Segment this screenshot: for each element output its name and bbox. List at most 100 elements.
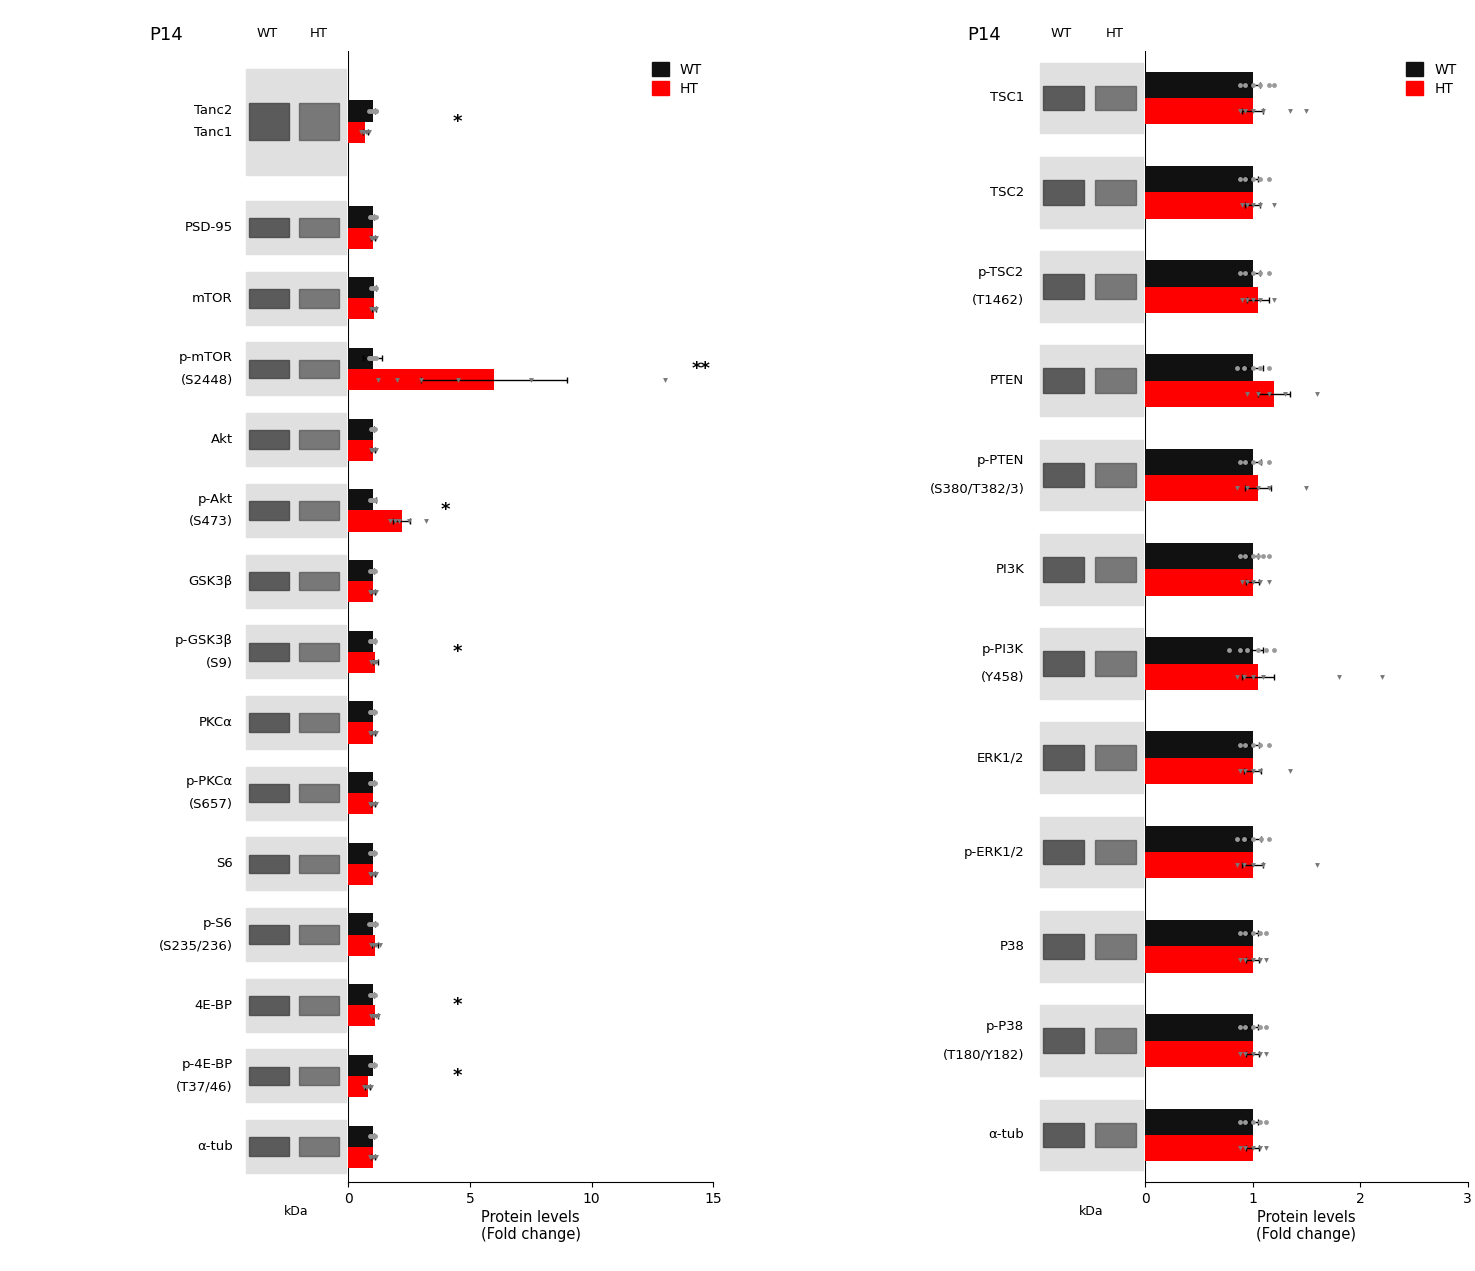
- Bar: [249, 925, 289, 944]
- Text: *: *: [453, 113, 463, 131]
- Bar: [1094, 746, 1136, 770]
- Text: Tanc2: Tanc2: [195, 104, 233, 117]
- Text: 48: 48: [1148, 752, 1159, 763]
- Text: p-TSC2: p-TSC2: [978, 266, 1024, 278]
- Bar: [246, 484, 347, 536]
- Bar: [348, 702, 373, 722]
- Bar: [348, 299, 373, 319]
- Text: S6: S6: [215, 858, 233, 871]
- Bar: [348, 914, 373, 934]
- Text: (T180/Y182): (T180/Y182): [943, 1049, 1024, 1061]
- Bar: [299, 289, 339, 308]
- Bar: [1040, 534, 1143, 605]
- Legend: WT, HT: WT, HT: [648, 57, 707, 100]
- Bar: [1043, 557, 1084, 582]
- Text: ERK1/2: ERK1/2: [976, 751, 1024, 764]
- Bar: [1043, 85, 1084, 111]
- Bar: [249, 431, 289, 449]
- Bar: [348, 843, 373, 864]
- Text: p-mTOR: p-mTOR: [178, 351, 233, 365]
- Bar: [348, 722, 373, 744]
- Bar: [1094, 369, 1136, 393]
- Text: Akt: Akt: [211, 433, 233, 446]
- Text: (Y458): (Y458): [981, 671, 1024, 684]
- Text: p-P38: p-P38: [987, 1021, 1024, 1033]
- Text: 48: 48: [351, 647, 363, 657]
- Bar: [249, 572, 289, 590]
- Bar: [1043, 369, 1084, 393]
- Bar: [348, 418, 373, 440]
- Bar: [348, 1077, 367, 1097]
- Bar: [348, 864, 373, 885]
- Bar: [249, 1138, 289, 1155]
- Text: WT: WT: [1050, 27, 1072, 39]
- Bar: [246, 907, 347, 961]
- Bar: [1145, 731, 1252, 758]
- Bar: [348, 1146, 373, 1168]
- Text: p-PKCα: p-PKCα: [186, 775, 233, 788]
- Text: 72: 72: [351, 718, 363, 727]
- Bar: [348, 489, 373, 511]
- Bar: [1145, 98, 1252, 125]
- Bar: [348, 1055, 373, 1077]
- Text: (T37/46): (T37/46): [176, 1080, 233, 1094]
- Bar: [249, 501, 289, 520]
- Bar: [249, 1066, 289, 1085]
- Bar: [249, 854, 289, 873]
- Bar: [1094, 934, 1136, 958]
- Bar: [1145, 947, 1252, 972]
- Bar: [348, 793, 373, 815]
- Bar: [1094, 557, 1136, 582]
- Bar: [348, 511, 401, 531]
- Bar: [246, 342, 347, 395]
- Title: P14: P14: [968, 25, 1002, 43]
- Text: *: *: [453, 1066, 463, 1085]
- Text: 245: 245: [351, 117, 369, 127]
- Bar: [1040, 628, 1143, 699]
- Text: α-tub: α-tub: [988, 1129, 1024, 1141]
- Bar: [348, 1126, 373, 1146]
- Bar: [1145, 261, 1252, 286]
- Bar: [249, 219, 289, 236]
- Bar: [1043, 1122, 1084, 1148]
- Bar: [1145, 381, 1274, 407]
- Bar: [1094, 463, 1136, 487]
- Bar: [246, 413, 347, 466]
- Bar: [299, 854, 339, 873]
- Text: PTEN: PTEN: [990, 374, 1024, 388]
- Bar: [348, 206, 373, 228]
- Bar: [1145, 543, 1252, 569]
- Bar: [1145, 475, 1258, 502]
- Bar: [246, 766, 347, 820]
- Bar: [1040, 722, 1143, 793]
- Bar: [299, 219, 339, 236]
- Bar: [299, 784, 339, 802]
- Bar: [1094, 180, 1136, 205]
- Bar: [299, 1066, 339, 1085]
- Bar: [299, 501, 339, 520]
- Bar: [246, 1120, 347, 1173]
- Bar: [1145, 637, 1252, 663]
- Bar: [1145, 165, 1252, 192]
- Bar: [1094, 275, 1136, 299]
- Text: 48: 48: [1148, 1036, 1159, 1046]
- Bar: [348, 122, 366, 142]
- Bar: [1094, 840, 1136, 864]
- Text: HT: HT: [1106, 27, 1124, 39]
- Text: 35: 35: [351, 859, 363, 869]
- Bar: [348, 630, 373, 652]
- Text: mTOR: mTOR: [192, 292, 233, 305]
- Bar: [348, 561, 373, 581]
- Bar: [1040, 1005, 1143, 1077]
- Bar: [1145, 758, 1252, 784]
- Bar: [1043, 275, 1084, 299]
- Bar: [348, 771, 373, 793]
- Text: 72: 72: [351, 788, 363, 798]
- Text: 245/63: 245/63: [1148, 281, 1181, 291]
- Text: WT: WT: [257, 27, 277, 39]
- Bar: [1145, 71, 1252, 98]
- Bar: [1043, 934, 1084, 958]
- Bar: [1145, 1014, 1252, 1041]
- Bar: [299, 925, 339, 944]
- Text: 48: 48: [1148, 942, 1159, 952]
